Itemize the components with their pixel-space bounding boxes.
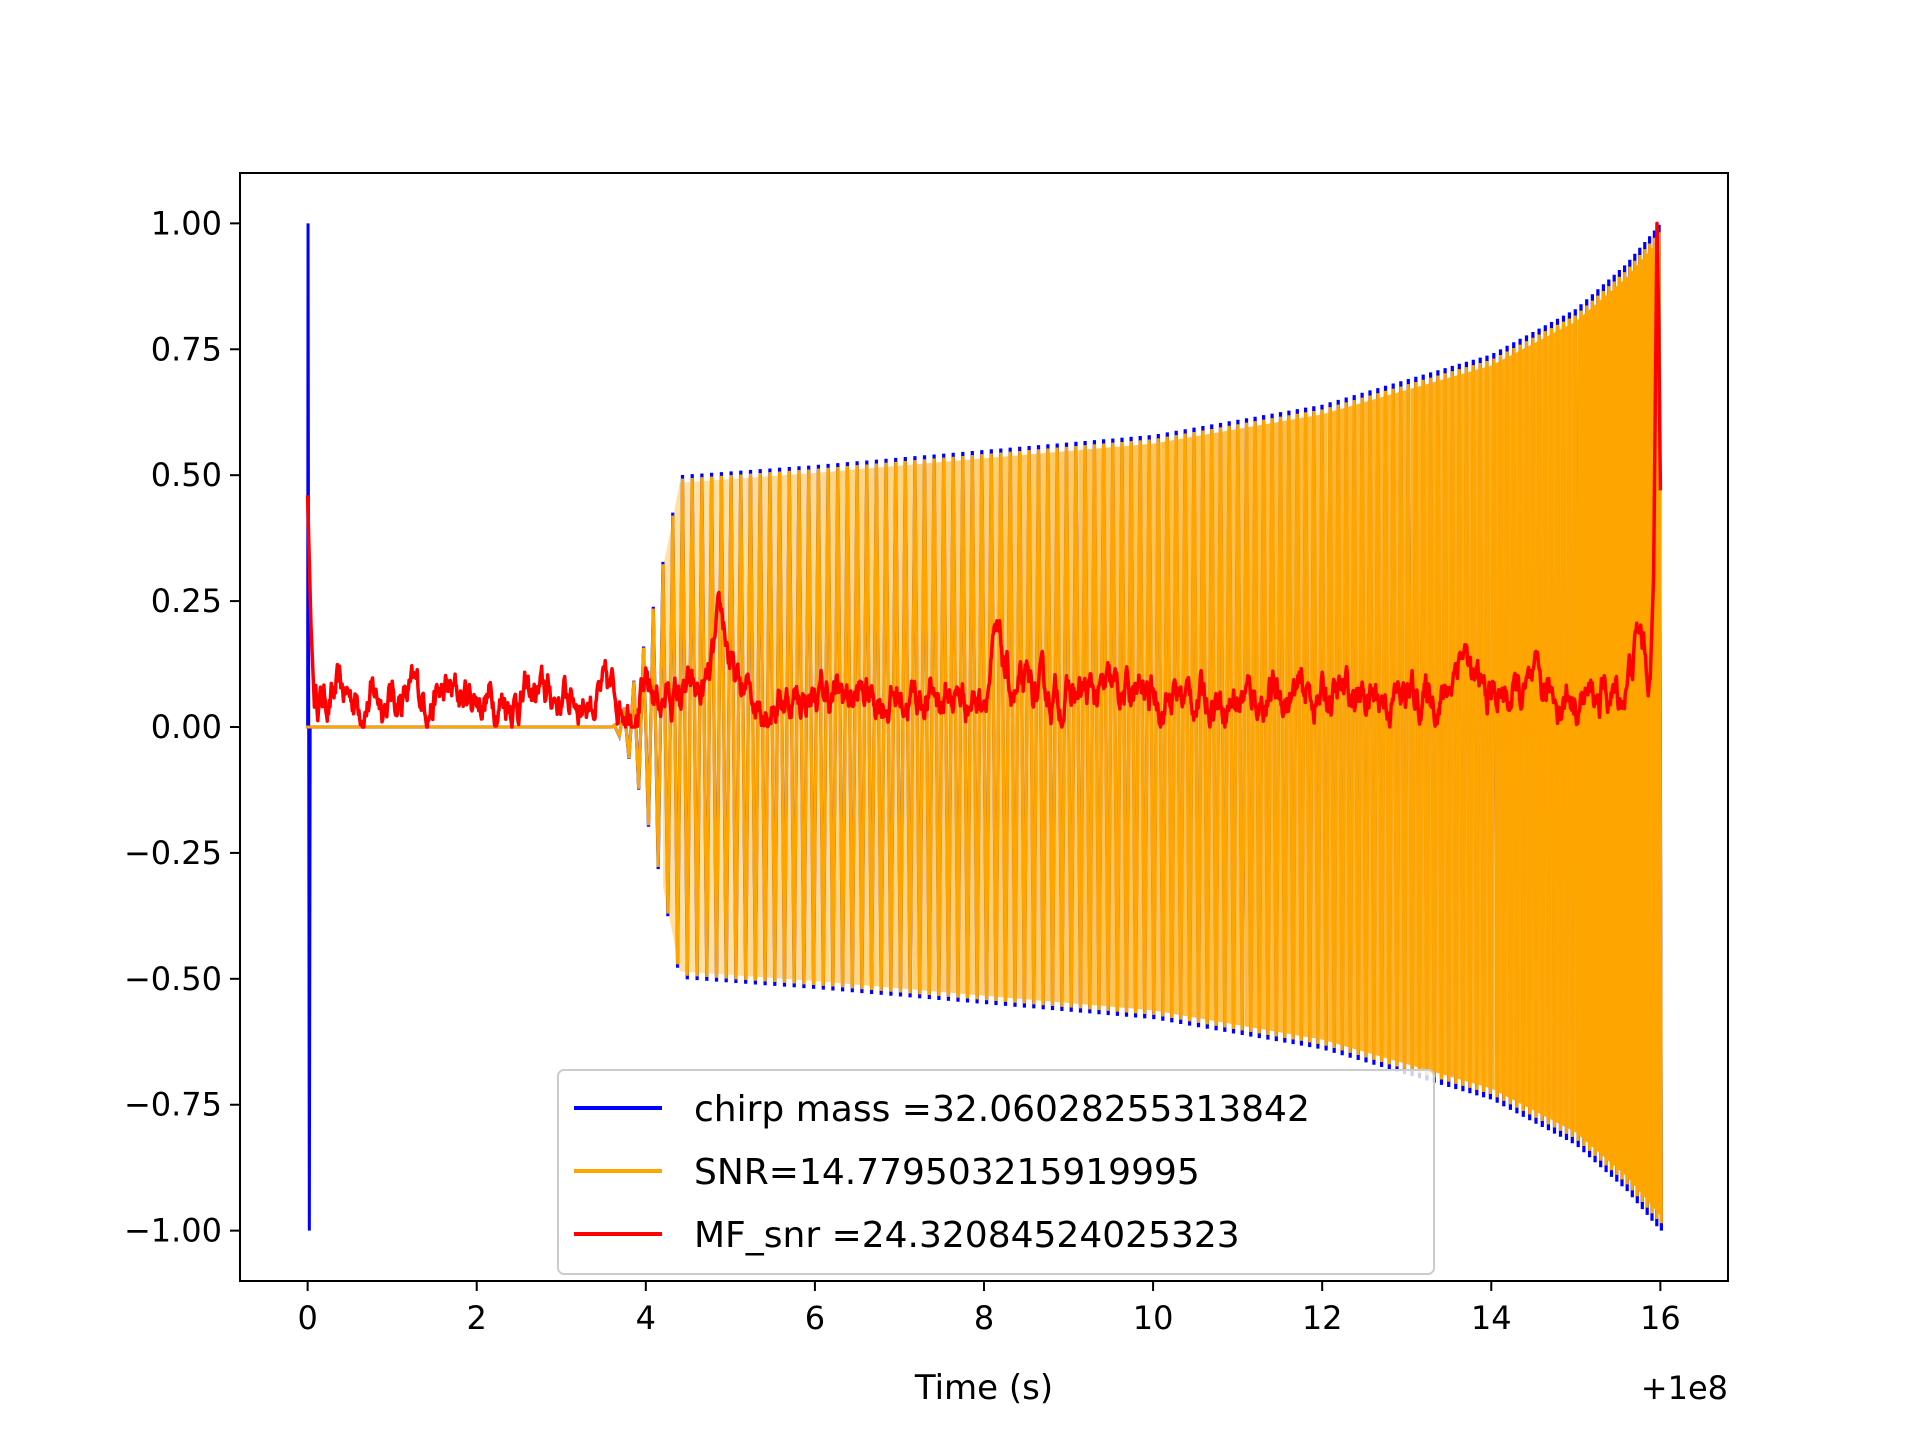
x-tick-label: 14 bbox=[1471, 1299, 1512, 1337]
x-tick-label: 4 bbox=[636, 1299, 656, 1337]
legend-entry: SNR=14.779503215919995 bbox=[694, 1152, 1200, 1193]
x-tick-label: 2 bbox=[467, 1299, 487, 1337]
y-axis: 1.00 0.75 0.50 0.25 0.00 −0.25 −0.50 −0.75 −1.00 bbox=[124, 204, 240, 1250]
x-axis-label: Time (s) bbox=[914, 1368, 1053, 1408]
series-line-mf-snr bbox=[305, 221, 1663, 729]
series-line-snr-top bbox=[305, 232, 1663, 1224]
x-tick-label: 10 bbox=[1133, 1299, 1174, 1337]
legend-box bbox=[557, 1069, 1435, 1275]
y-tick-label: 1.00 bbox=[151, 204, 222, 242]
x-tick-label: 6 bbox=[805, 1299, 825, 1337]
x-tick-label: 8 bbox=[974, 1299, 994, 1337]
y-tick-label: 0.50 bbox=[151, 456, 222, 494]
y-tick-label: 0.00 bbox=[151, 708, 222, 746]
y-tick-label: −1.00 bbox=[124, 1212, 222, 1250]
y-tick-label: −0.75 bbox=[124, 1086, 222, 1124]
legend-entry: chirp mass =32.06028255313842 bbox=[694, 1089, 1310, 1130]
x-offset-label: +1e8 bbox=[1641, 1369, 1728, 1407]
y-tick-label: −0.25 bbox=[124, 834, 222, 872]
x-axis: 0 2 4 6 8 10 12 14 16 bbox=[297, 1281, 1681, 1337]
x-tick-label: 12 bbox=[1302, 1299, 1343, 1337]
x-tick-label: 0 bbox=[297, 1299, 317, 1337]
legend-entry: MF_snr =24.32084524025323 bbox=[694, 1215, 1240, 1256]
x-tick-label: 16 bbox=[1640, 1299, 1681, 1337]
y-tick-label: −0.50 bbox=[124, 960, 222, 998]
legend: chirp mass =32.06028255313842 SNR=14.7795… bbox=[557, 1069, 1435, 1275]
y-tick-label: 0.75 bbox=[151, 330, 222, 368]
plot-area bbox=[305, 221, 1663, 1231]
y-tick-label: 0.25 bbox=[151, 582, 222, 620]
